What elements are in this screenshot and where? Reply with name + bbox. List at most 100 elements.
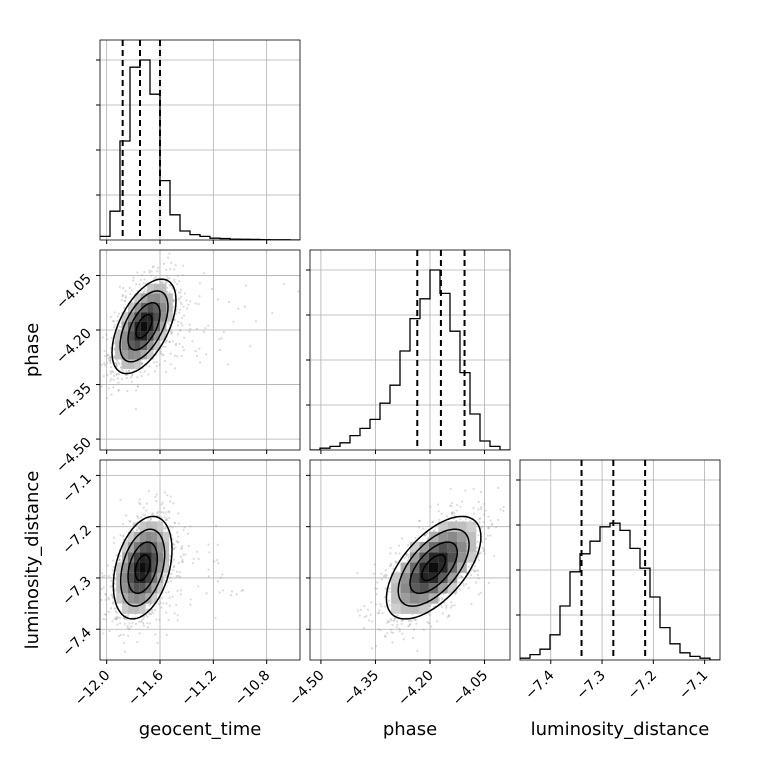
- sample-point: [370, 601, 373, 604]
- sample-point: [180, 302, 183, 306]
- sample-point: [107, 574, 110, 578]
- sample-point: [157, 514, 160, 518]
- sample-point: [450, 505, 453, 508]
- sample-point: [172, 569, 175, 572]
- sample-point: [210, 287, 214, 291]
- sample-point: [499, 508, 502, 511]
- sample-point: [410, 620, 413, 623]
- sample-point: [376, 581, 379, 584]
- sample-point: [384, 575, 388, 578]
- sample-point: [123, 299, 126, 303]
- sample-point: [495, 526, 498, 529]
- sample-point: [124, 295, 127, 298]
- sample-point: [102, 586, 105, 589]
- sample-point: [188, 330, 191, 333]
- sample-point: [148, 612, 151, 615]
- sample-point: [127, 634, 130, 637]
- density-cell: [466, 552, 477, 563]
- sample-point: [172, 558, 176, 561]
- density-cell: [447, 521, 458, 532]
- sample-point: [180, 546, 183, 549]
- contour-level-0: [134, 554, 151, 582]
- panel-frame: [309, 249, 511, 451]
- sample-point: [112, 319, 115, 323]
- panel-luminosity_distance-luminosity_distance: −7.4 −7.3 −7.2 −7.1: [516, 459, 721, 703]
- sample-point: [414, 618, 417, 622]
- sample-point: [180, 295, 183, 298]
- density-cell: [128, 312, 135, 322]
- sample-point: [125, 369, 128, 373]
- sample-point: [169, 363, 172, 366]
- sample-point: [483, 552, 486, 556]
- sample-point: [195, 550, 199, 554]
- sample-point: [173, 521, 176, 525]
- sample-point: [386, 621, 389, 624]
- sample-point: [166, 580, 169, 584]
- sample-point: [481, 541, 484, 544]
- sample-point: [165, 268, 168, 272]
- sample-point: [412, 618, 416, 621]
- density-cell: [139, 572, 146, 584]
- sample-point: [146, 626, 150, 629]
- density-cell: [157, 521, 164, 532]
- sample-point: [162, 602, 165, 605]
- density-cell: [128, 572, 134, 584]
- sample-point: [213, 560, 216, 563]
- sample-point: [492, 554, 496, 558]
- x-axis-label-luminosity_distance: luminosity_distance: [531, 719, 710, 740]
- sample-point: [113, 355, 116, 358]
- sample-point: [271, 311, 274, 315]
- sample-point: [451, 511, 454, 514]
- sample-point: [390, 564, 393, 567]
- sample-point: [105, 333, 108, 336]
- density-cell: [147, 350, 154, 360]
- density-cell: [391, 572, 401, 584]
- sample-point: [202, 272, 206, 275]
- sample-point: [177, 522, 181, 525]
- sample-point: [476, 573, 480, 577]
- sample-point: [392, 619, 396, 622]
- sample-point: [176, 614, 179, 617]
- sample-point: [146, 615, 149, 618]
- sample-point: [168, 554, 171, 557]
- density-cell: [122, 603, 128, 614]
- sample-point: [156, 641, 159, 645]
- sample-point: [148, 604, 151, 607]
- sample-point: [150, 613, 153, 616]
- density-cell: [438, 531, 448, 543]
- sample-point: [119, 554, 122, 558]
- sample-point: [153, 370, 157, 373]
- sample-point: [457, 581, 461, 584]
- sample-point: [427, 622, 431, 625]
- sample-point: [407, 543, 410, 546]
- sample-point: [388, 604, 391, 607]
- sample-point: [176, 619, 179, 622]
- sample-point: [178, 297, 181, 300]
- sample-point: [384, 569, 387, 572]
- x-tick-label: −10.8: [232, 668, 274, 710]
- sample-point: [117, 329, 120, 332]
- sample-point: [128, 369, 131, 372]
- sample-point: [182, 305, 185, 308]
- sample-point: [150, 270, 153, 273]
- density-cell: [140, 293, 148, 303]
- sample-point: [441, 598, 444, 601]
- sample-point: [363, 604, 366, 608]
- sample-point: [114, 362, 118, 365]
- sample-point: [377, 628, 380, 631]
- sample-point: [127, 613, 130, 617]
- sample-point: [117, 381, 120, 384]
- sample-point: [163, 506, 166, 510]
- sample-point: [130, 625, 133, 628]
- sample-point: [174, 546, 177, 549]
- sample-point: [168, 340, 171, 343]
- sample-point: [216, 543, 219, 546]
- density-cell: [147, 331, 154, 341]
- sample-point: [473, 512, 476, 515]
- sample-point: [249, 345, 252, 348]
- density-cell: [400, 583, 410, 594]
- sample-point: [479, 591, 482, 594]
- density-cell: [391, 603, 401, 614]
- sample-point: [396, 620, 399, 623]
- sample-point: [379, 629, 382, 632]
